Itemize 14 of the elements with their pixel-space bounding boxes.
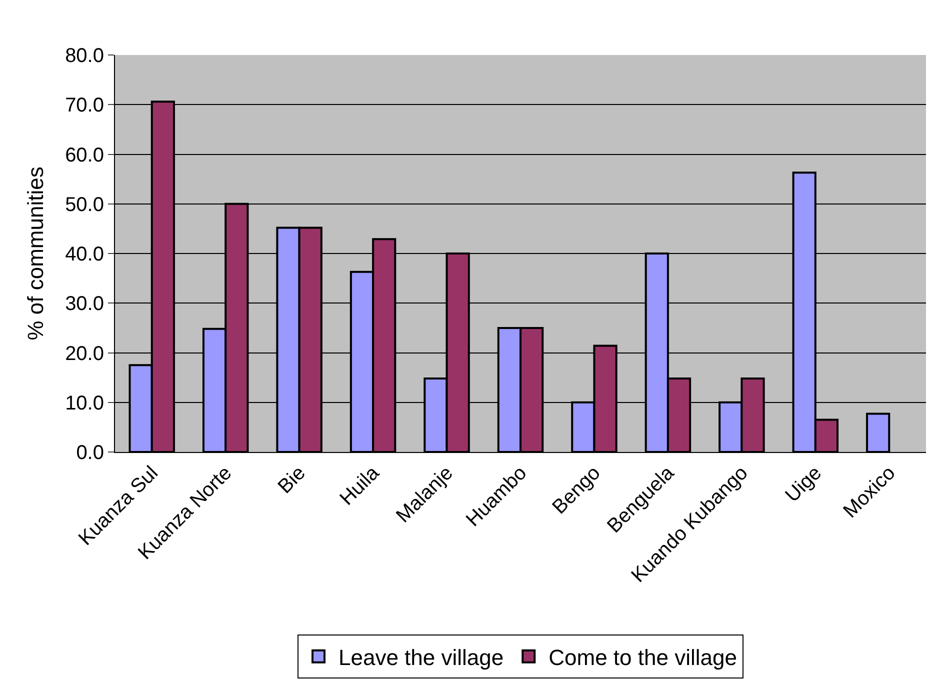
y-tick-label: 20.0 — [65, 342, 104, 365]
y-tick-label: 60.0 — [65, 144, 104, 166]
y-tick-label: 50.0 — [65, 194, 104, 216]
y-tick-label: 30.0 — [65, 293, 104, 316]
y-tick-label: 40.0 — [65, 244, 104, 266]
y-tick-label: 10.0 — [65, 392, 104, 414]
x-tick-label: Bie — [274, 462, 310, 498]
y-tick-label: 0.0 — [76, 442, 104, 464]
legend-label: Leave the village — [338, 645, 504, 670]
x-tick-label: Uige — [781, 462, 826, 507]
y-tick-label: 70.0 — [65, 94, 104, 117]
y-axis-title: % of communities — [22, 166, 48, 340]
legend-label: Come to the village — [548, 645, 737, 670]
y-tick-label: 80.0 — [65, 45, 104, 67]
